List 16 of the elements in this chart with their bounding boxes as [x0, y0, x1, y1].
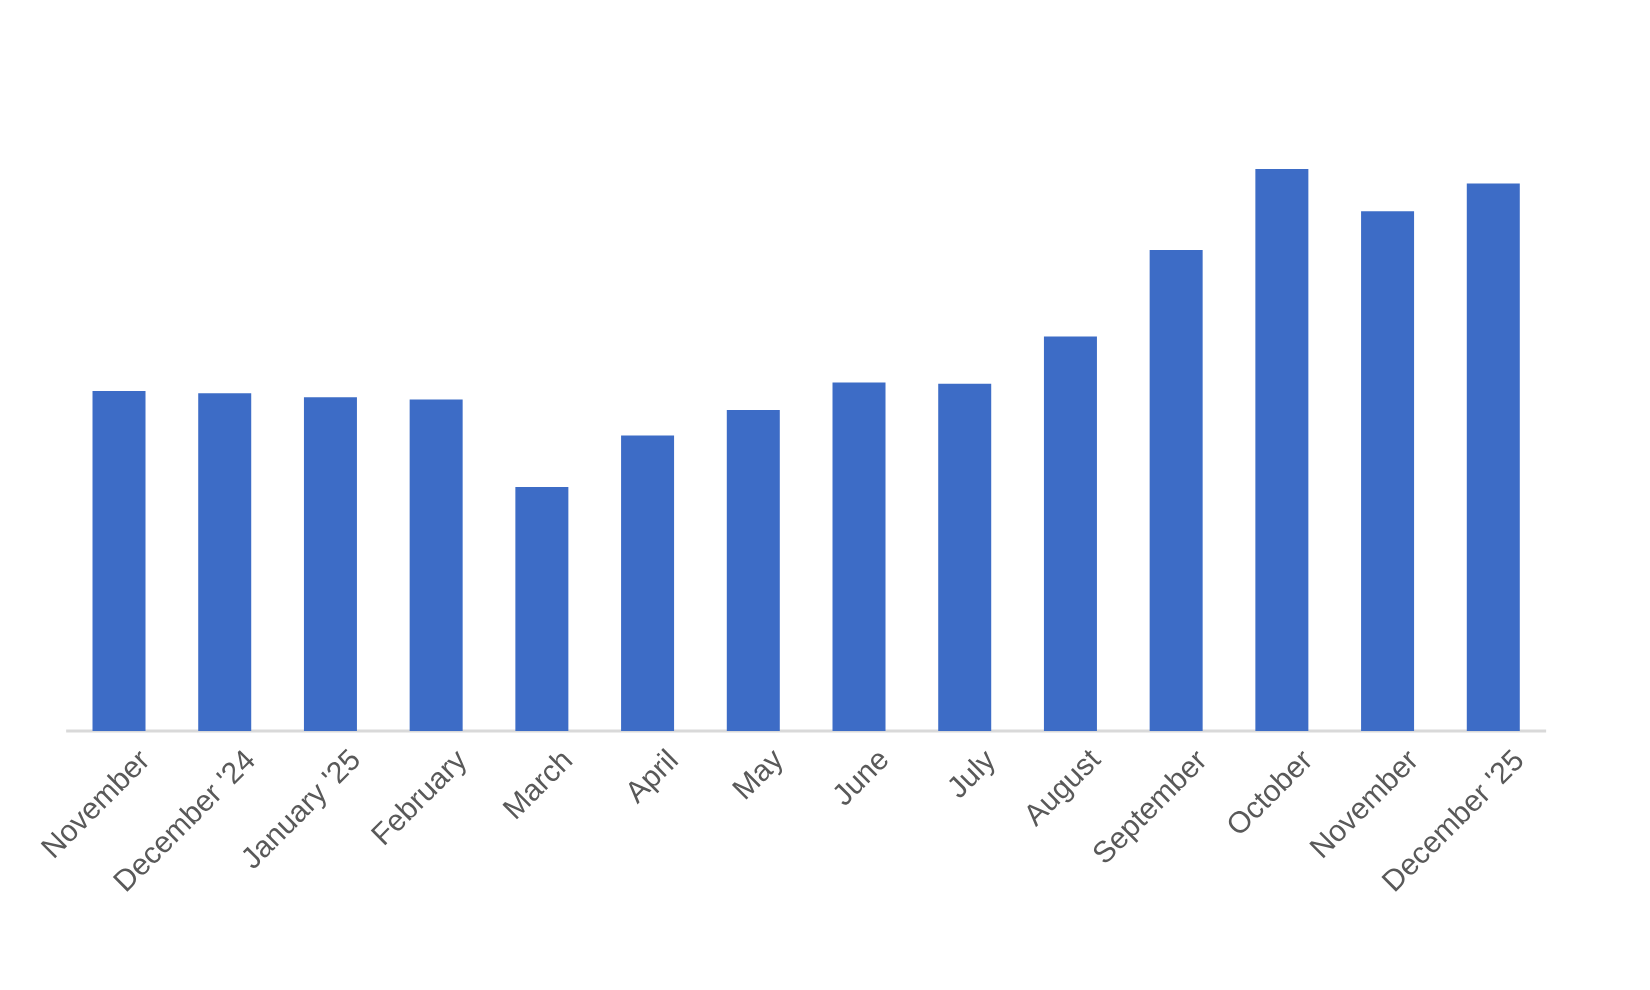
bar — [1043, 336, 1097, 731]
bar — [409, 399, 463, 731]
bar — [515, 487, 569, 731]
bar — [726, 410, 780, 731]
x-tick-label: May — [731, 750, 782, 800]
bar — [832, 382, 886, 731]
x-tick-label: July — [949, 750, 995, 798]
bar — [198, 393, 252, 731]
bar — [1255, 168, 1309, 731]
bar — [1149, 249, 1203, 731]
bar — [92, 390, 146, 731]
bar — [1466, 183, 1520, 731]
bar — [1361, 211, 1415, 731]
bar — [938, 383, 992, 731]
bar — [621, 435, 675, 731]
bar — [303, 397, 357, 731]
